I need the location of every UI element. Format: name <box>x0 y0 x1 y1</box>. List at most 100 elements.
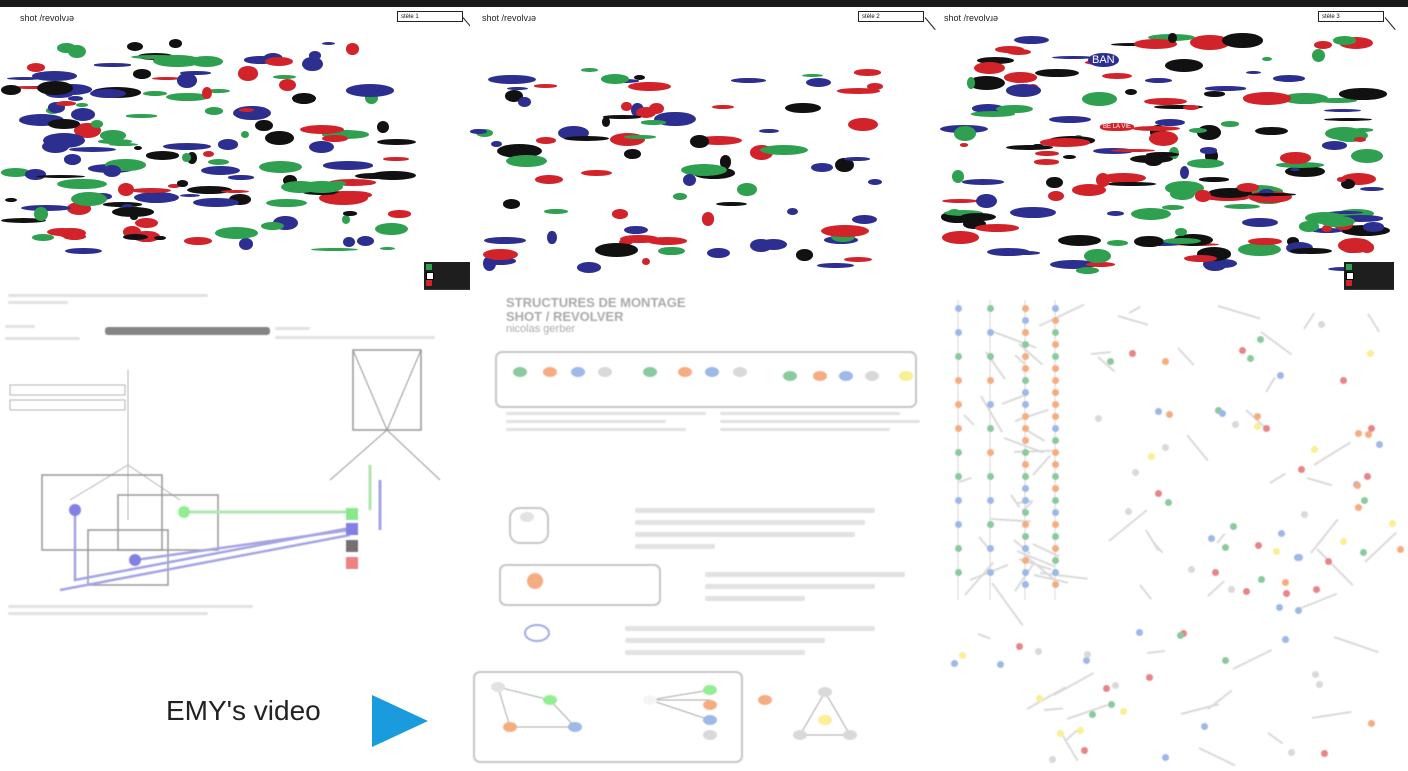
graph-node <box>705 367 719 377</box>
map-blob <box>65 247 102 254</box>
map-blob <box>168 38 182 48</box>
graph-node <box>1166 410 1174 418</box>
graph-node <box>793 730 807 740</box>
map-blob <box>1179 165 1190 179</box>
graph-node <box>1081 747 1089 755</box>
map-blob <box>176 180 189 187</box>
play-icon[interactable] <box>372 695 428 747</box>
map-blob <box>388 210 411 218</box>
graph-node <box>1106 358 1114 366</box>
map-blob <box>1337 215 1383 222</box>
map-blob <box>518 96 531 108</box>
graph-node <box>1052 425 1059 432</box>
map-blob <box>132 69 151 79</box>
graph-node <box>1022 557 1029 564</box>
diagram-panel <box>0 290 470 771</box>
map-blob <box>265 131 295 146</box>
map-blob <box>759 239 787 251</box>
graph-node <box>1057 729 1065 737</box>
map-blob <box>186 185 232 194</box>
graph-node <box>1052 569 1059 576</box>
map-blob <box>322 135 348 142</box>
stele-label: stèle 2 <box>858 11 924 22</box>
graph-node <box>1052 581 1059 588</box>
map-blob <box>346 43 360 55</box>
map-blob <box>109 142 139 147</box>
map-blob <box>1051 56 1096 60</box>
map-blob <box>310 248 358 252</box>
map-blob <box>976 57 1014 65</box>
map-blob <box>182 152 192 162</box>
graph-node <box>758 695 772 705</box>
graph-node <box>1229 522 1237 530</box>
graph-node <box>1049 755 1057 763</box>
map-blob <box>183 236 213 245</box>
map-blob <box>1222 33 1263 48</box>
map-blob <box>1329 211 1364 215</box>
map-blob <box>1299 221 1319 232</box>
graph-node <box>1368 425 1376 433</box>
map-blob <box>1082 92 1118 106</box>
graph-node <box>1077 727 1085 735</box>
map-blob <box>1237 242 1281 257</box>
graph-node <box>987 473 994 480</box>
graph-node <box>1176 631 1184 639</box>
heading-line: nicolas gerber <box>506 323 576 335</box>
map-blob <box>238 107 254 112</box>
map-blob <box>323 161 373 170</box>
map-blob <box>1280 152 1311 164</box>
map-blob <box>682 174 696 186</box>
map-blob <box>100 130 127 141</box>
graph-node <box>1022 569 1029 576</box>
graph-node <box>1355 503 1363 511</box>
map-blob <box>47 75 68 81</box>
graph-node <box>1353 482 1361 489</box>
map-blob <box>377 139 416 146</box>
map-blob <box>214 227 259 240</box>
map-blob <box>623 149 641 159</box>
map-blob <box>1341 178 1356 190</box>
graph-node <box>1052 461 1059 468</box>
graph-node <box>1311 445 1319 453</box>
graph-node <box>1052 305 1059 312</box>
graph-node <box>818 715 832 725</box>
graph-node <box>955 425 962 432</box>
map-blob <box>623 225 649 235</box>
map-blob <box>309 141 334 154</box>
map-blob <box>127 41 144 51</box>
graph-node <box>598 367 612 377</box>
map-blob <box>580 170 613 177</box>
map-blob <box>844 257 872 263</box>
graph-node <box>958 651 966 659</box>
map-blob <box>576 261 602 273</box>
map-blob <box>1312 48 1326 63</box>
map-blob <box>265 199 307 208</box>
map-blob <box>328 179 377 186</box>
map-blob <box>281 180 320 193</box>
map-blob <box>736 182 757 197</box>
graph-node <box>1238 346 1246 354</box>
map-blob <box>1289 247 1332 255</box>
map-blob <box>1289 168 1301 172</box>
map-blob <box>941 199 978 203</box>
graph-node <box>1200 722 1208 730</box>
map-blob <box>300 125 345 135</box>
graph-node <box>1258 575 1266 583</box>
graph-node <box>1022 425 1029 432</box>
map-blob <box>35 175 85 179</box>
map-blob <box>1205 86 1247 91</box>
graph-node <box>1022 317 1029 324</box>
map-blob <box>504 89 524 102</box>
graph-node <box>1112 682 1120 690</box>
graph-node <box>733 367 747 377</box>
graph-node <box>1162 443 1170 451</box>
graph-node <box>1022 389 1029 396</box>
map-blob <box>1 217 46 223</box>
graph-node <box>1119 707 1127 715</box>
map-blob <box>6 76 43 80</box>
map-blob <box>168 184 181 188</box>
map-blob <box>133 145 143 151</box>
map-blob <box>48 119 80 129</box>
map-blob <box>26 63 46 73</box>
map-blob <box>341 214 351 224</box>
